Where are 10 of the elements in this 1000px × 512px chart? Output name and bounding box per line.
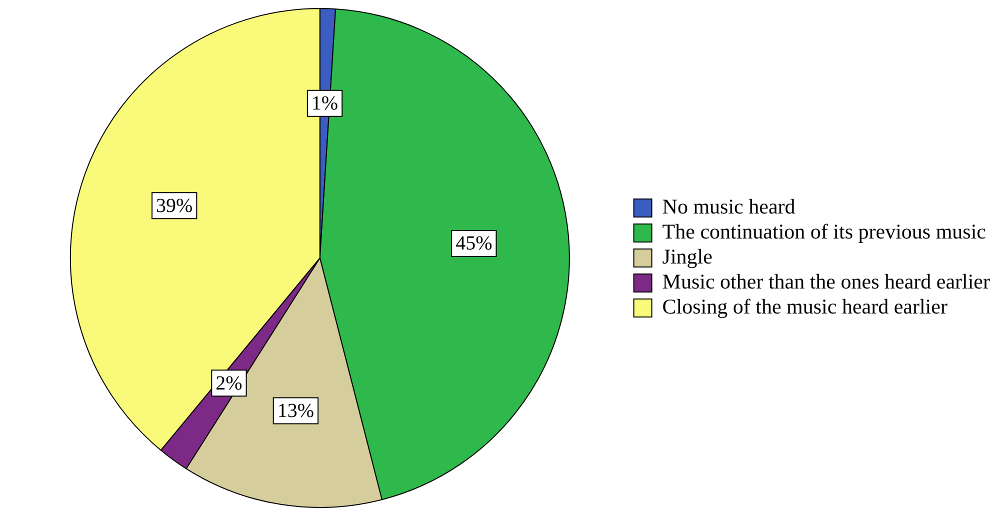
legend-label: Closing of the music heard earlier [662, 294, 948, 319]
data-label: 45% [456, 232, 492, 255]
legend-label: No music heard [662, 194, 796, 219]
data-label: 13% [277, 400, 314, 422]
legend-label: The continuation of its previous music [662, 220, 986, 244]
data-label: 1% [311, 92, 338, 115]
legend-label: Jingle [662, 244, 712, 269]
legend-label: Music other than the ones heard earlier [662, 270, 990, 294]
data-label: 2% [216, 372, 242, 394]
data-label: 39% [156, 194, 193, 217]
